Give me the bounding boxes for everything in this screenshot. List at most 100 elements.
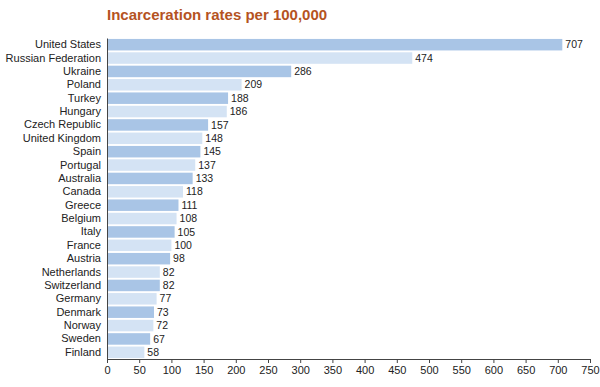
tick-mark: [139, 359, 140, 363]
tick-label: 500: [420, 364, 438, 376]
data-labels: 7074742862091881861571481451371331181111…: [147, 38, 583, 358]
tick-mark: [558, 359, 559, 363]
tick: Czech Republic: [24, 118, 107, 130]
tick-label: Sweden: [61, 332, 101, 344]
tick: Austria: [67, 252, 107, 264]
tick-label: United Kingdom: [23, 132, 101, 144]
tick: Sweden: [61, 332, 107, 344]
tick-label: Italy: [81, 225, 102, 237]
plot: 7074742862091881861571481451371331181111…: [6, 38, 600, 376]
tick-mark: [493, 359, 494, 363]
tick-label: 0: [104, 364, 110, 376]
tick-mark: [590, 359, 591, 363]
data-label: 98: [173, 252, 185, 264]
tick: 200: [227, 359, 245, 376]
tick-mark: [332, 359, 333, 363]
tick: Netherlands: [42, 266, 107, 278]
tick-label: Switzerland: [44, 279, 101, 291]
bar: [107, 106, 227, 118]
data-label: 209: [245, 78, 263, 90]
value-axis: 0 50 100 150 200 250 300 350 400 450 500 550 600 650 7…: [104, 359, 599, 376]
tick-label: France: [67, 239, 101, 251]
tick: 100: [163, 359, 181, 376]
tick: Canada: [62, 185, 107, 197]
tick-mark: [526, 359, 527, 363]
tick-mark: [397, 359, 398, 363]
tick-label: Norway: [64, 319, 102, 331]
data-label: 186: [230, 105, 248, 117]
tick: Russian Federation: [6, 52, 107, 64]
tick-label: Belgium: [61, 212, 101, 224]
tick: 250: [259, 359, 277, 376]
tick-label: 400: [356, 364, 374, 376]
tick-mark: [300, 359, 301, 363]
tick: 550: [453, 359, 471, 376]
tick-label: 450: [388, 364, 406, 376]
bar: [107, 66, 291, 78]
bar: [107, 146, 200, 158]
tick: 350: [324, 359, 342, 376]
tick: Greece: [65, 199, 107, 211]
tick-label: Portugal: [60, 159, 101, 171]
data-label: 118: [186, 185, 203, 197]
data-label: 188: [231, 92, 249, 104]
data-label: 72: [156, 319, 168, 331]
bar: [107, 240, 171, 252]
tick-label: Czech Republic: [24, 118, 102, 130]
tick: United States: [35, 38, 107, 50]
tick-label: 350: [324, 364, 342, 376]
data-label: 105: [178, 226, 196, 238]
data-label: 286: [294, 65, 312, 77]
bar: [107, 280, 160, 292]
tick: 300: [292, 359, 310, 376]
tick: 50: [134, 359, 146, 376]
tick-label: Netherlands: [42, 266, 102, 278]
tick-mark: [107, 359, 108, 363]
bar: [107, 39, 562, 51]
tick-label: 650: [517, 364, 535, 376]
tick: United Kingdom: [23, 132, 107, 144]
data-label: 148: [205, 132, 223, 144]
bar: [107, 266, 160, 278]
tick-label: 300: [292, 364, 310, 376]
tick-label: Austria: [67, 252, 102, 264]
bar: [107, 173, 193, 185]
tick: Germany: [56, 292, 107, 304]
tick: 450: [388, 359, 406, 376]
bar: [107, 253, 170, 265]
tick-label: Russian Federation: [6, 52, 101, 64]
bar: [107, 347, 144, 359]
bar: [107, 79, 242, 91]
data-label: 82: [163, 279, 175, 291]
tick-mark: [204, 359, 205, 363]
tick-label: Finland: [65, 346, 101, 358]
tick: France: [67, 239, 107, 251]
tick-label: 250: [259, 364, 277, 376]
tick: 150: [195, 359, 213, 376]
data-label: 108: [180, 212, 198, 224]
bar: [107, 159, 195, 171]
category-axis: United StatesRussian FederationUkrainePo…: [6, 38, 108, 359]
bar: [107, 293, 157, 305]
tick-label: Spain: [73, 145, 101, 157]
bar: [107, 186, 183, 198]
bars: [107, 39, 562, 358]
title: Incarceration rates per 100,000: [107, 6, 327, 23]
axis-line: [108, 360, 591, 364]
tick-label: 700: [549, 364, 567, 376]
bar: [107, 119, 208, 131]
tick: Spain: [73, 145, 107, 157]
tick-label: Canada: [62, 185, 101, 197]
tick-label: United States: [35, 38, 102, 50]
data-label: 67: [153, 333, 165, 345]
tick-label: Australia: [58, 172, 102, 184]
tick-label: 100: [163, 364, 181, 376]
tick: Turkey: [68, 92, 107, 104]
bar: [107, 199, 178, 211]
data-label: 157: [211, 119, 229, 131]
tick: 500: [420, 359, 438, 376]
bar: [107, 213, 177, 225]
tick-label: 600: [485, 364, 503, 376]
data-label: 133: [196, 172, 214, 184]
tick-label: 200: [227, 364, 245, 376]
